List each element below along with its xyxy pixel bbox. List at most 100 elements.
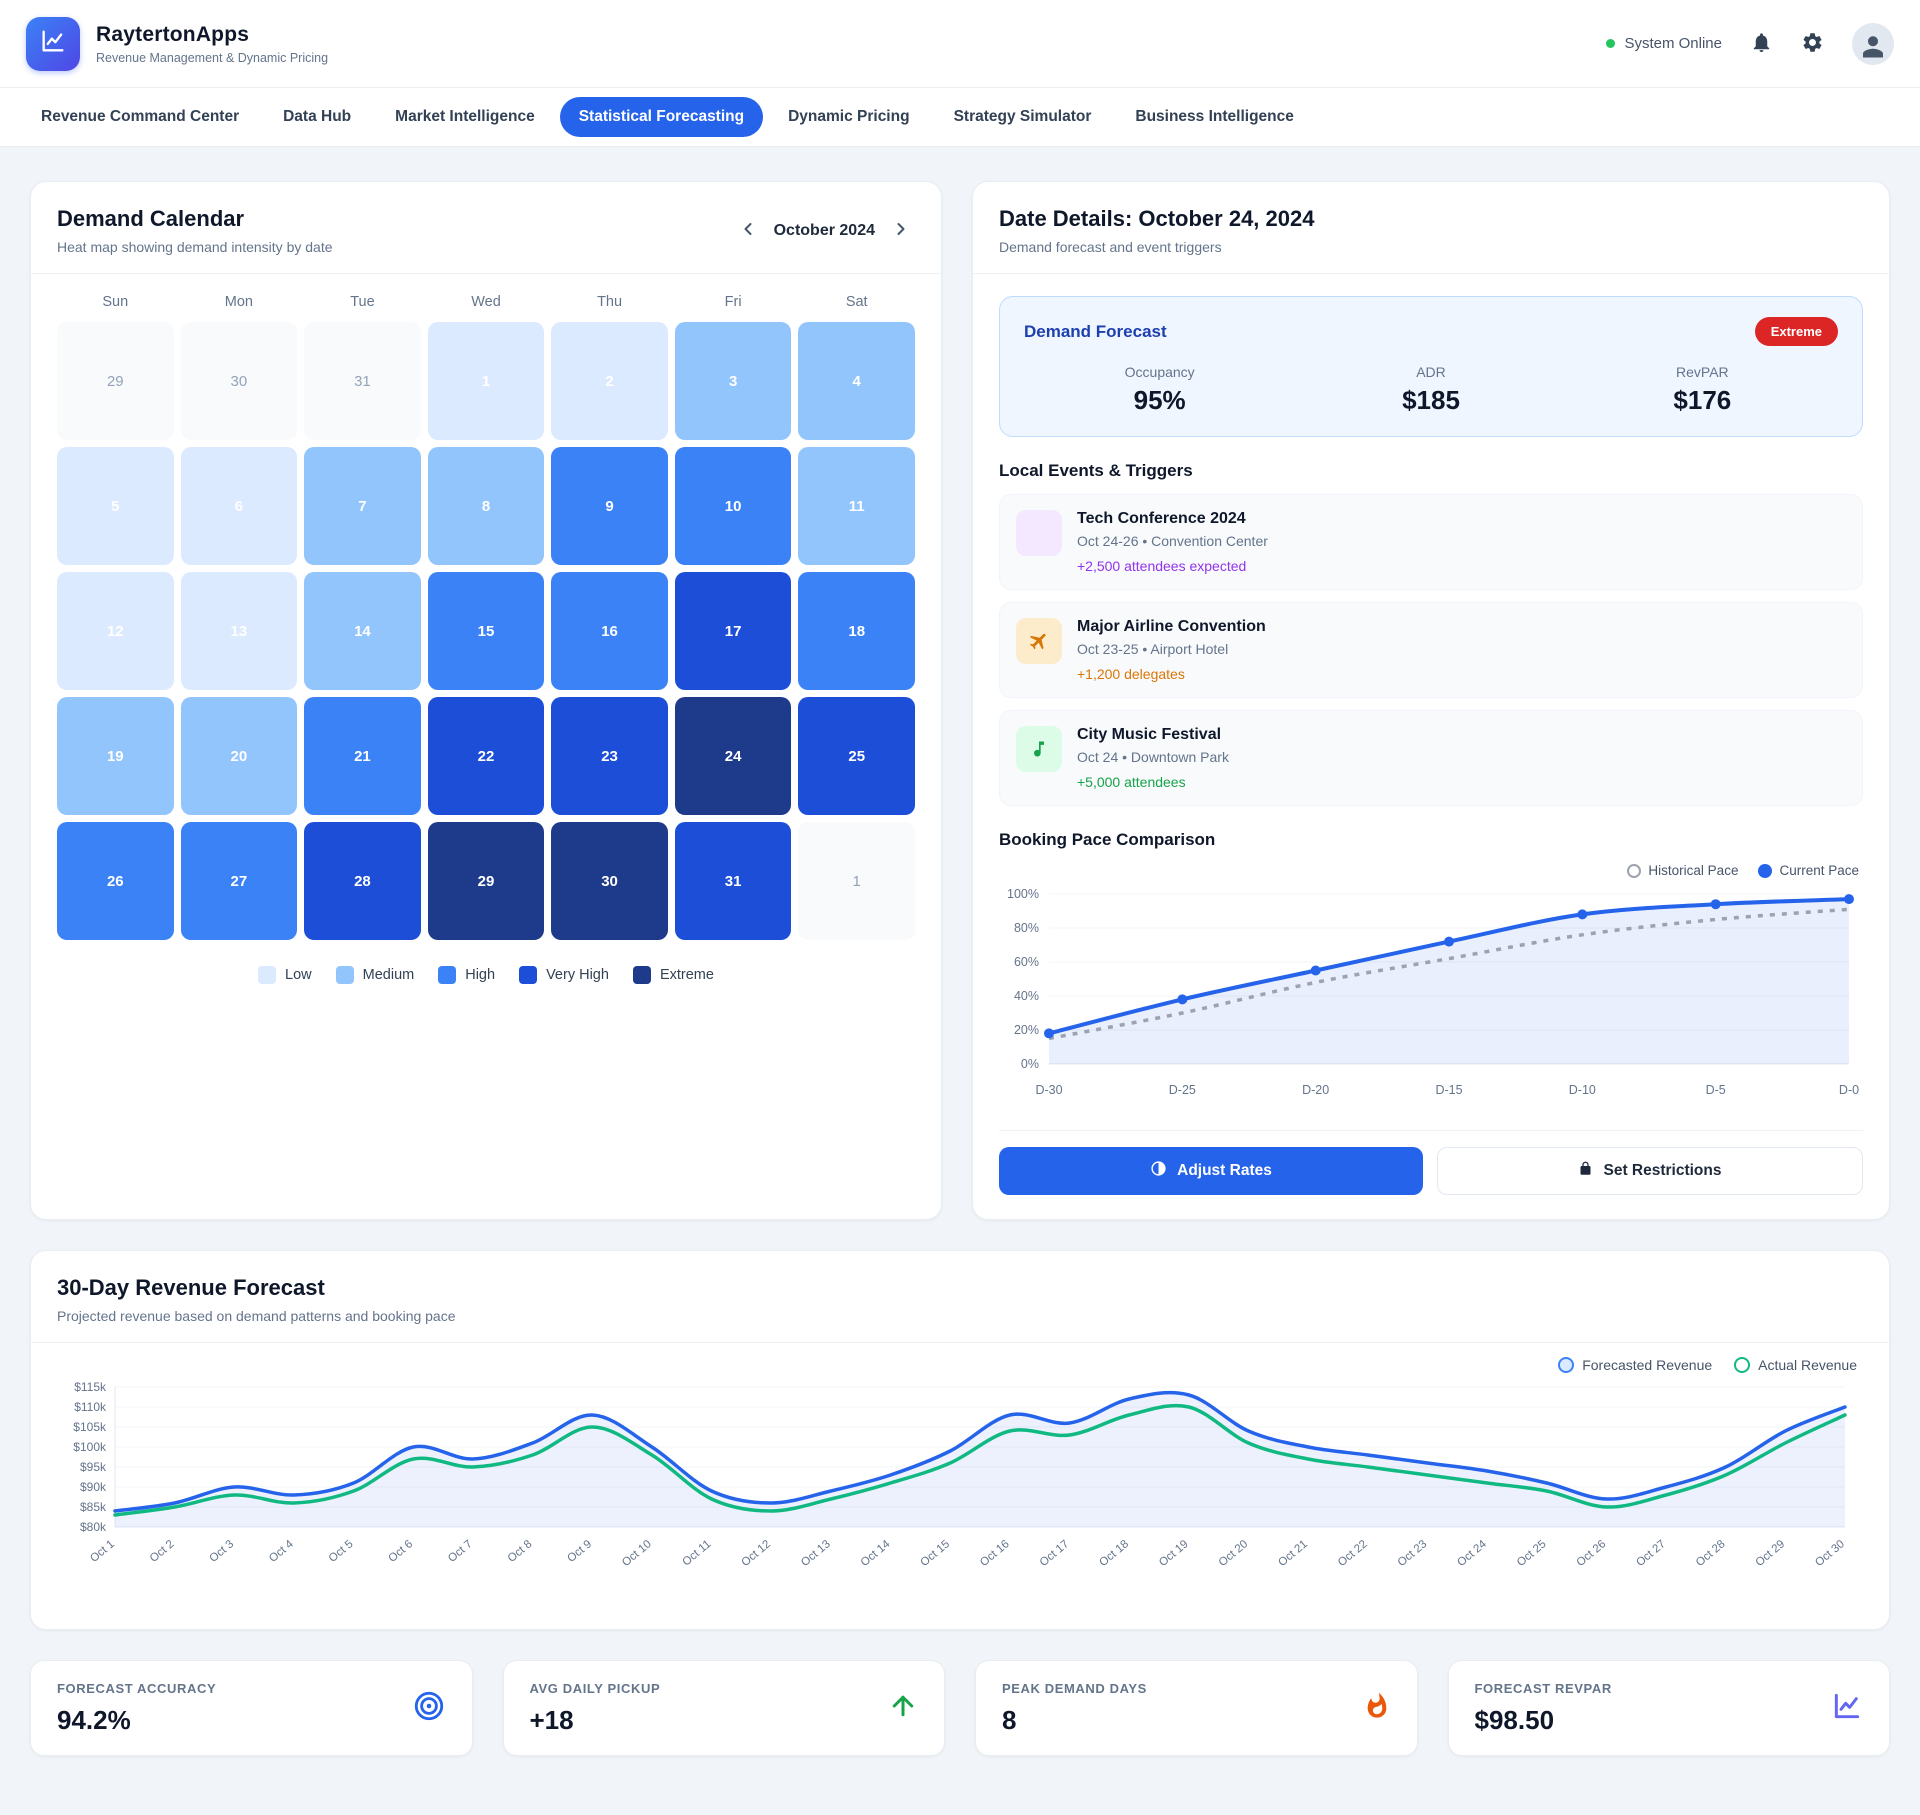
- adjust-rates-button[interactable]: Adjust Rates: [999, 1147, 1423, 1195]
- svg-text:$105k: $105k: [73, 1420, 107, 1434]
- demand-calendar-panel: Demand Calendar Heat map showing demand …: [30, 181, 942, 1220]
- month-label: October 2024: [773, 221, 875, 239]
- calendar-day-cell[interactable]: 22: [427, 697, 545, 815]
- stat-card-avg-daily-pickup: AVG DAILY PICKUP +18: [502, 1660, 945, 1756]
- day-header-mon: Mon: [224, 294, 253, 310]
- avatar[interactable]: [1852, 22, 1894, 65]
- calendar-legend: Low Medium High Very High Extreme: [57, 966, 915, 984]
- tab-dynamic-pricing[interactable]: Dynamic Pricing: [769, 97, 928, 137]
- calendar-day-cell[interactable]: 1: [427, 322, 545, 440]
- day-header-sat: Sat: [845, 294, 868, 310]
- calendar-day-cell[interactable]: 16: [551, 572, 668, 690]
- stat-value: 94.2%: [57, 1704, 131, 1735]
- svg-text:Oct 9: Oct 9: [565, 1538, 594, 1565]
- calendar-day-cell: 31: [304, 322, 421, 440]
- calendar-day-cell[interactable]: 19: [57, 697, 174, 815]
- svg-text:0%: 0%: [1021, 1057, 1039, 1071]
- calendar-day-cell[interactable]: 28: [304, 822, 421, 940]
- tab-strategy-simulator[interactable]: Strategy Simulator: [935, 97, 1111, 137]
- calendar-day-cell[interactable]: 15: [427, 572, 545, 690]
- prev-month-button[interactable]: [734, 215, 762, 246]
- revenue-forecast-panel: 30-Day Revenue Forecast Projected revenu…: [30, 1250, 1890, 1630]
- svg-text:20%: 20%: [1014, 1023, 1039, 1037]
- event-highlight: +1,200 delegates: [1077, 666, 1185, 682]
- svg-text:$100k: $100k: [73, 1440, 107, 1454]
- legend-extreme: Extreme: [632, 966, 714, 984]
- legend-actual-revenue: Actual Revenue: [1734, 1357, 1857, 1373]
- day-header-thu: Thu: [597, 294, 623, 310]
- flame-icon: [1363, 1692, 1391, 1725]
- svg-text:$115k: $115k: [74, 1380, 107, 1394]
- day-header-fri: Fri: [724, 294, 742, 310]
- tab-market-intelligence[interactable]: Market Intelligence: [376, 97, 554, 137]
- details-divider: [973, 273, 1889, 274]
- day-header-wed: Wed: [471, 294, 501, 310]
- settings-button[interactable]: [1801, 31, 1824, 57]
- legend-forecasted-revenue: Forecasted Revenue: [1558, 1357, 1712, 1373]
- calendar-day-cell[interactable]: 30: [551, 822, 668, 940]
- calendar-day-cell[interactable]: 31: [674, 822, 792, 940]
- event-highlight: +2,500 attendees expected: [1077, 558, 1247, 574]
- footer-stats-row: FORECAST ACCURACY 94.2% AVG DAILY PICKUP +1…: [30, 1660, 1890, 1756]
- event-card-major-airline-convention[interactable]: Major Airline Convention Oct 23-25 • Airp…: [999, 602, 1863, 698]
- svg-text:Oct 3: Oct 3: [207, 1538, 236, 1565]
- notifications-button[interactable]: [1750, 31, 1773, 57]
- legend-high: High: [438, 966, 495, 984]
- calendar-day-cell[interactable]: 26: [57, 822, 174, 940]
- calendar-day-cell[interactable]: 21: [304, 697, 421, 815]
- calendar-day-cell[interactable]: 6: [180, 447, 298, 565]
- demand-forecast-card: Demand Forecast Extreme Occupancy 95% ADR $…: [999, 296, 1863, 437]
- svg-text:Oct 23: Oct 23: [1396, 1538, 1430, 1569]
- svg-text:Oct 18: Oct 18: [1097, 1538, 1131, 1569]
- calendar-day-cell[interactable]: 27: [180, 822, 298, 940]
- forecast-stat-adr: ADR $185: [1402, 364, 1460, 415]
- svg-text:Oct 19: Oct 19: [1157, 1538, 1191, 1569]
- legend-swatch-icon: [258, 966, 277, 984]
- calendar-day-cell[interactable]: 2: [551, 322, 668, 440]
- legend-medium: Medium: [335, 966, 414, 984]
- event-card-tech-conference-2024[interactable]: Tech Conference 2024 Oct 24-26 • Conventi…: [999, 494, 1863, 590]
- calendar-day-cell[interactable]: 20: [180, 697, 298, 815]
- calendar-divider: [31, 273, 941, 274]
- events-list: Tech Conference 2024 Oct 24-26 • Conventi…: [999, 494, 1863, 806]
- calendar-day-cell[interactable]: 14: [304, 572, 421, 690]
- stat-label: AVG DAILY PICKUP: [529, 1680, 661, 1696]
- tab-data-hub[interactable]: Data Hub: [264, 97, 370, 137]
- set-restrictions-button[interactable]: Set Restrictions: [1437, 1147, 1863, 1195]
- month-nav: October 2024: [734, 215, 915, 246]
- calendar-day-cell[interactable]: 12: [57, 572, 174, 690]
- lock-icon: [1578, 1161, 1593, 1181]
- tab-statistical-forecasting[interactable]: Statistical Forecasting: [559, 97, 764, 137]
- calendar-day-cell[interactable]: 4: [798, 322, 915, 440]
- calendar-day-cell[interactable]: 13: [180, 572, 298, 690]
- calendar-day-cell[interactable]: 24: [674, 697, 792, 815]
- calendar-day-cell[interactable]: 8: [427, 447, 545, 565]
- svg-text:Oct 14: Oct 14: [859, 1538, 893, 1569]
- calendar-day-cell[interactable]: 9: [551, 447, 668, 565]
- calendar-day-cell[interactable]: 29: [427, 822, 545, 940]
- current-pace-label: Current Pace: [1779, 863, 1859, 878]
- calendar-day-cell[interactable]: 18: [798, 572, 915, 690]
- next-month-button[interactable]: [887, 215, 915, 246]
- tab-business-intelligence[interactable]: Business Intelligence: [1116, 97, 1313, 137]
- bell-icon: [1750, 31, 1773, 57]
- calendar-day-cell[interactable]: 7: [304, 447, 421, 565]
- status-dot-icon: [1606, 39, 1616, 48]
- calendar-day-cell[interactable]: 17: [674, 572, 792, 690]
- calendar-day-cell[interactable]: 5: [57, 447, 174, 565]
- calendar-day-cell[interactable]: 10: [674, 447, 792, 565]
- calendar-day-cell[interactable]: 11: [798, 447, 915, 565]
- app-subtitle: Revenue Management & Dynamic Pricing: [96, 50, 329, 65]
- calendar-day-cell: 29: [57, 322, 174, 440]
- calendar-day-cell[interactable]: 3: [674, 322, 792, 440]
- gear-icon: [1801, 31, 1824, 57]
- svg-text:Oct 1: Oct 1: [88, 1538, 117, 1565]
- event-card-city-music-festival[interactable]: City Music Festival Oct 24 • Downtown Par…: [999, 710, 1863, 806]
- calendar-day-cell[interactable]: 23: [551, 697, 668, 815]
- svg-text:Oct 15: Oct 15: [918, 1538, 952, 1569]
- calendar-day-headers: Sun Mon Tue Wed Thu Fri Sat: [57, 294, 915, 310]
- calendar-day-cell[interactable]: 25: [798, 697, 915, 815]
- svg-text:Oct 2: Oct 2: [148, 1538, 177, 1565]
- tab-revenue-command-center[interactable]: Revenue Command Center: [22, 97, 258, 137]
- svg-text:Oct 21: Oct 21: [1276, 1538, 1310, 1569]
